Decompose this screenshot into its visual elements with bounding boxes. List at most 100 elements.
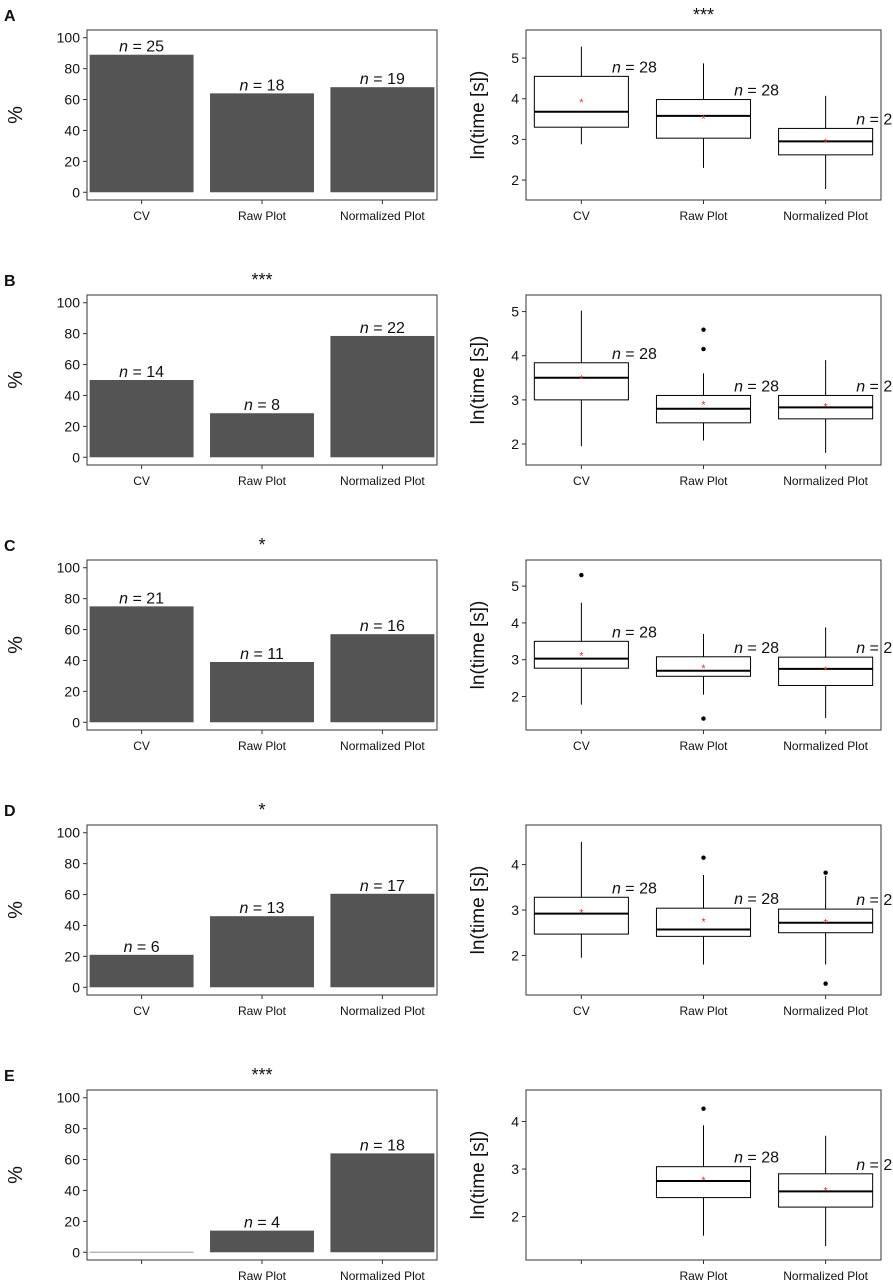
box-count-label: n = 28 [856, 111, 893, 128]
x-tick-label: Normalized Plot [783, 209, 868, 223]
y-tick-label: 3 [511, 652, 519, 668]
bar-count-label: n = 13 [240, 900, 285, 917]
outlier-point [823, 981, 828, 986]
y-tick-label: 2 [511, 947, 519, 963]
box-count-label: n = 28 [734, 1150, 779, 1167]
bar-chart-d: 0 20 40 60 80 100% CV Raw Plot Normalized Plot * n… [5, 800, 438, 1018]
panel-a: A 0 20 40 60 80 100% CV Raw Plot Normalized Plot n… [4, 5, 893, 223]
y-tick-label: 40 [64, 1182, 80, 1198]
y-tick-label: 100 [57, 1090, 81, 1106]
y-axis-label: % [5, 1166, 27, 1184]
y-tick-label: 2 [511, 689, 519, 705]
mean-marker: * [701, 663, 706, 675]
mean-marker: * [701, 916, 706, 928]
x-tick-label: Raw Plot [679, 1269, 728, 1283]
y-tick-label: 40 [64, 652, 80, 668]
bar-count-label: n = 22 [360, 320, 405, 337]
box-count-label: n = 28 [734, 83, 779, 100]
bar [330, 1153, 435, 1253]
box-count-label: n = 28 [856, 1157, 893, 1174]
x-tick-label: Raw Plot [679, 474, 728, 488]
x-tick-label: Raw Plot [679, 739, 728, 753]
bar-count-label: n = 8 [244, 397, 280, 414]
y-axis-label: ln(time [s]) [468, 601, 489, 690]
y-tick-label: 20 [64, 1213, 80, 1229]
y-axis-label: ln(time [s]) [468, 866, 489, 955]
box-plot-b: 2 3 4 5 ln(time [s]) CV Raw Plot Normalized Plo… [468, 294, 893, 488]
bar [89, 954, 194, 988]
y-tick-label: 0 [72, 714, 80, 730]
bar-count-label: n = 25 [119, 39, 164, 56]
y-tick-label: 40 [64, 387, 80, 403]
x-tick-label: CV [573, 1004, 590, 1018]
y-tick-label: 4 [511, 348, 519, 364]
outlier-point [701, 346, 706, 352]
box-count-label: n = 28 [734, 891, 779, 908]
box-count-label: n = 28 [856, 892, 893, 909]
significance-label: * [258, 535, 265, 555]
x-tick-label: Normalized Plot [783, 474, 868, 488]
y-axis-label: % [5, 371, 27, 389]
outlier-point [701, 327, 706, 332]
mean-marker: * [823, 401, 828, 413]
y-axis-label: ln(time [s]) [468, 336, 489, 425]
x-tick-label: Normalized Plot [340, 209, 425, 223]
y-axis-label: % [5, 901, 27, 919]
outlier-point [823, 870, 828, 875]
mean-marker: * [579, 374, 584, 386]
x-tick-label: Normalized Plot [340, 1004, 425, 1018]
bar-count-label: n = 18 [360, 1137, 405, 1154]
y-tick-label: 80 [64, 856, 80, 872]
box-iqr [778, 908, 874, 934]
x-tick-label: Normalized Plot [340, 474, 425, 488]
x-tick-label: CV [573, 739, 590, 753]
y-tick-label: 60 [64, 357, 80, 373]
y-tick-label: 40 [64, 917, 80, 933]
y-tick-label: 20 [64, 683, 80, 699]
mean-marker: * [579, 907, 584, 919]
x-tick-label: Normalized Plot [783, 739, 868, 753]
y-tick-label: 80 [64, 591, 80, 607]
mean-marker: * [579, 650, 584, 662]
box-plot-d: 2 3 4 ln(time [s]) CV Raw Plot Normalized Plot… [468, 824, 893, 1018]
box-iqr [533, 362, 629, 401]
y-tick-label: 20 [64, 948, 80, 964]
box-plot-a: 2 3 4 5 ln(time [s]) CV Raw Plot Normalized Plo… [468, 5, 893, 223]
mean-marker: * [701, 400, 706, 412]
panel-letter-e: E [4, 1068, 15, 1085]
y-tick-label: 0 [72, 1244, 80, 1260]
y-tick-label: 2 [511, 172, 519, 188]
bar [210, 662, 314, 723]
bar-chart-e: 0 20 40 60 80 100% Raw Plot Normalized Plot *** n… [5, 1065, 438, 1283]
x-tick-label: Raw Plot [679, 209, 728, 223]
x-tick-label: CV [133, 739, 150, 753]
box-count-label: n = 28 [612, 59, 657, 76]
x-tick-label: CV [573, 209, 590, 223]
mean-marker: * [823, 918, 828, 930]
y-tick-label: 3 [511, 131, 519, 147]
bar-count-label: n = 16 [360, 618, 405, 635]
mean-marker: * [701, 113, 706, 125]
box-count-label: n = 28 [856, 378, 893, 395]
mean-marker: * [823, 665, 828, 677]
y-tick-label: 100 [57, 560, 81, 576]
y-tick-label: 0 [72, 184, 80, 200]
panel-letter-b: B [4, 273, 16, 290]
box-iqr [533, 75, 629, 128]
y-axis-label: ln(time [s]) [468, 71, 489, 160]
significance-label: *** [251, 1065, 272, 1085]
outlier-point [701, 855, 706, 860]
x-tick-label: Raw Plot [238, 474, 287, 488]
panel-b: B 0 20 40 60 80 100% CV Raw Plot Normalized Plot *… [4, 270, 893, 488]
box-iqr [533, 896, 629, 935]
x-tick-label: Raw Plot [238, 209, 287, 223]
x-tick-label: Normalized Plot [340, 1269, 425, 1283]
y-tick-label: 4 [511, 1114, 519, 1130]
y-tick-label: 2 [511, 436, 519, 452]
box-count-label: n = 28 [856, 640, 893, 657]
bar-count-label: n = 4 [244, 1215, 280, 1232]
panel-c: C 0 20 40 60 80 100% CV Raw Plot Normalized Plot *… [4, 535, 893, 753]
x-tick-label: CV [133, 474, 150, 488]
